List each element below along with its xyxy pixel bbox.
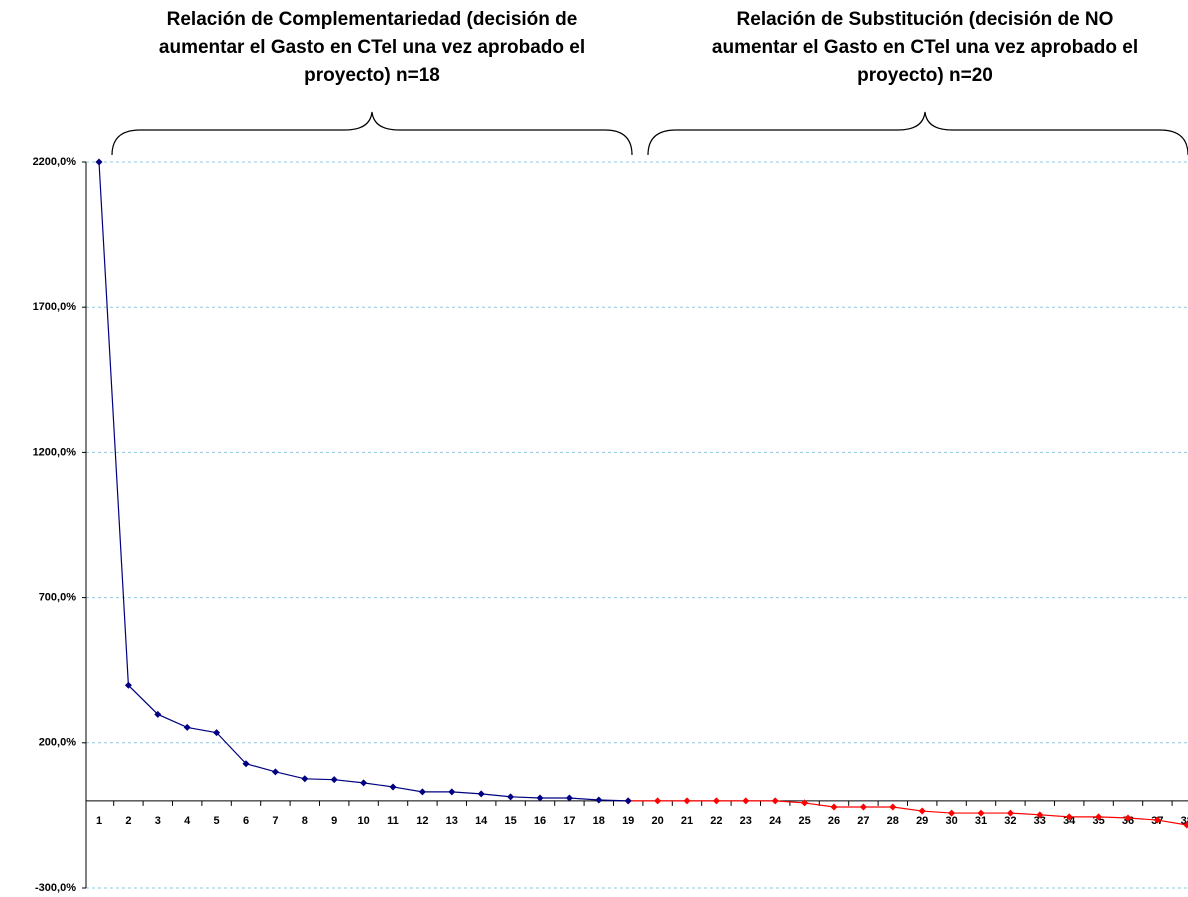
x-tick-label: 38 bbox=[1181, 815, 1188, 827]
marker bbox=[507, 793, 515, 801]
marker bbox=[948, 809, 956, 817]
marker bbox=[1006, 809, 1014, 817]
x-tick-label: 20 bbox=[651, 815, 663, 827]
marker bbox=[830, 803, 838, 811]
x-tick-label: 1 bbox=[96, 815, 102, 827]
marker bbox=[771, 797, 779, 805]
x-tick-label: 14 bbox=[475, 815, 488, 827]
x-tick-label: 22 bbox=[710, 815, 722, 827]
marker bbox=[918, 807, 926, 815]
x-tick-label: 19 bbox=[622, 815, 634, 827]
marker bbox=[742, 797, 750, 805]
marker bbox=[889, 803, 897, 811]
x-tick-label: 26 bbox=[828, 815, 840, 827]
marker bbox=[859, 803, 867, 811]
marker bbox=[95, 158, 103, 166]
x-tick-label: 18 bbox=[593, 815, 605, 827]
x-tick-label: 35 bbox=[1092, 815, 1104, 827]
x-tick-label: 31 bbox=[975, 815, 987, 827]
x-tick-label: 24 bbox=[769, 815, 782, 827]
marker bbox=[271, 768, 279, 776]
marker bbox=[1124, 814, 1132, 822]
marker bbox=[1183, 821, 1188, 829]
x-tick-label: 29 bbox=[916, 815, 928, 827]
y-tick-label: 1700,0% bbox=[33, 301, 77, 313]
annotation: aumentar el Gasto en CTel una vez aproba… bbox=[159, 37, 585, 58]
y-tick-label: -300,0% bbox=[35, 882, 76, 894]
marker bbox=[124, 681, 132, 689]
x-tick-label: 17 bbox=[563, 815, 575, 827]
marker bbox=[448, 788, 456, 796]
marker bbox=[330, 776, 338, 784]
x-tick-label: 8 bbox=[302, 815, 308, 827]
x-tick-label: 23 bbox=[740, 815, 752, 827]
series-line bbox=[98, 161, 629, 802]
marker bbox=[536, 794, 544, 802]
y-tick-label: 200,0% bbox=[39, 737, 77, 749]
marker bbox=[654, 797, 662, 805]
marker bbox=[683, 797, 691, 805]
y-tick-label: 1200,0% bbox=[33, 446, 77, 458]
x-tick-label: 10 bbox=[357, 815, 369, 827]
marker bbox=[154, 710, 162, 718]
marker bbox=[1036, 811, 1044, 819]
marker bbox=[1065, 813, 1073, 821]
marker bbox=[712, 797, 720, 805]
x-tick-label: 33 bbox=[1034, 815, 1046, 827]
x-tick-label: 11 bbox=[387, 815, 399, 827]
annotation: proyecto) n=20 bbox=[857, 65, 993, 86]
x-tick-label: 13 bbox=[446, 815, 458, 827]
series-line bbox=[628, 800, 1187, 826]
marker bbox=[977, 809, 985, 817]
annotation: Relación de Complementariedad (decisión … bbox=[167, 9, 578, 30]
marker bbox=[360, 779, 368, 787]
x-tick-label: 32 bbox=[1004, 815, 1016, 827]
x-tick-label: 5 bbox=[214, 815, 220, 827]
annotation: proyecto) n=18 bbox=[304, 65, 440, 86]
x-tick-label: 16 bbox=[534, 815, 546, 827]
marker bbox=[183, 723, 191, 731]
x-tick-label: 9 bbox=[331, 815, 337, 827]
marker bbox=[1153, 816, 1161, 824]
marker bbox=[477, 790, 485, 798]
x-tick-label: 15 bbox=[504, 815, 516, 827]
y-tick-label: 700,0% bbox=[39, 592, 77, 604]
x-tick-label: 21 bbox=[681, 815, 693, 827]
marker bbox=[418, 788, 426, 796]
marker bbox=[801, 799, 809, 807]
marker bbox=[213, 729, 221, 737]
marker bbox=[595, 796, 603, 804]
marker bbox=[624, 797, 632, 805]
x-tick-label: 2 bbox=[125, 815, 131, 827]
x-tick-label: 12 bbox=[416, 815, 428, 827]
x-tick-label: 6 bbox=[243, 815, 249, 827]
x-tick-label: 30 bbox=[945, 815, 957, 827]
annotation: Relación de Substitución (decisión de NO bbox=[737, 9, 1114, 30]
x-tick-label: 3 bbox=[155, 815, 161, 827]
marker bbox=[1095, 813, 1103, 821]
marker bbox=[389, 783, 397, 791]
x-tick-label: 25 bbox=[798, 815, 810, 827]
annotation: aumentar el Gasto en CTel una vez aproba… bbox=[712, 37, 1138, 58]
x-tick-label: 28 bbox=[887, 815, 899, 827]
x-tick-label: 4 bbox=[184, 815, 191, 827]
brace bbox=[111, 111, 633, 156]
x-tick-label: 27 bbox=[857, 815, 869, 827]
brace bbox=[647, 111, 1188, 156]
marker bbox=[301, 775, 309, 783]
x-tick-label: 7 bbox=[272, 815, 278, 827]
y-tick-label: 2200,0% bbox=[33, 156, 77, 168]
x-tick-label: 34 bbox=[1063, 815, 1076, 827]
marker bbox=[242, 760, 250, 768]
marker bbox=[565, 794, 573, 802]
